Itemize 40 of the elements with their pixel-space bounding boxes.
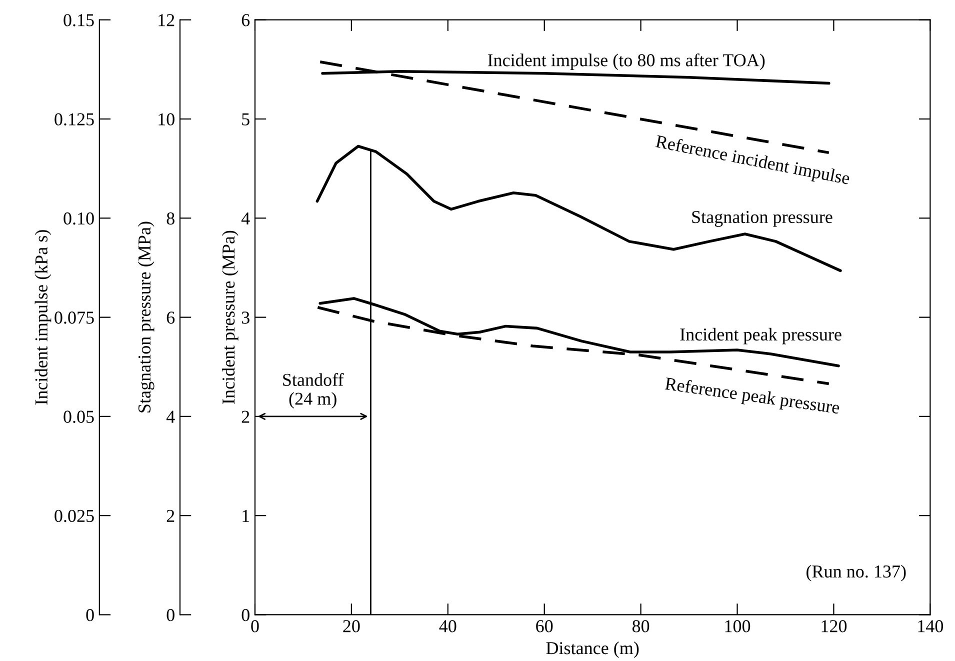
y2-tick-label: 4 [166,410,175,423]
y-tick-label: 5 [242,113,250,126]
y-tick-label: 2 [242,410,250,423]
x-tick-label: 0 [251,620,259,632]
y3-tick-label: 0.125 [54,113,94,126]
y2-tick-label: 6 [166,312,175,324]
y-axis-title: Incident pressure (MPa) [222,230,238,404]
y3-axis-title: Incident impulse (kPa s) [34,230,52,405]
x-tick-label: 100 [725,620,750,632]
series-label: Incident impulse (to 80 ms after TOA) [488,53,765,70]
y3-tick-label: 0.075 [54,312,94,324]
y-tick-label: 0 [242,608,250,622]
y-tick-label: 4 [241,212,250,224]
y2-tick-label: 8 [166,212,174,225]
x-tick-label: 140 [918,620,944,632]
y3-tick-label: 0.15 [64,14,94,26]
series-label: Stagnation pressure [692,210,832,227]
x-tick-label: 120 [822,620,847,632]
x-tick-label: 60 [536,620,553,632]
y3-tick-label: 0.025 [54,510,94,522]
text: Reference incident impulse [654,134,850,188]
y-tick-label: 3 [242,312,250,324]
ref-line-label: Standoff (24 m) [283,373,344,408]
y3-tick-label: 0.10 [64,212,94,225]
y3-tick-label: 0.05 [64,410,94,423]
y2-tick-label: 0 [166,608,174,622]
y-tick-label: 6 [242,14,250,26]
x-tick-label: 40 [439,620,456,632]
y2-tick-label: 12 [158,14,174,26]
y2-tick-label: 10 [158,113,174,126]
y2-tick-label: 2 [166,510,174,522]
annotation: (Run no. 137) [806,564,906,582]
y-tick-label: 1 [242,510,250,522]
y3-tick-label: 0 [86,608,94,622]
text: Reference peak pressure [664,376,840,418]
x-tick-label: 20 [343,620,360,632]
x-axis-title: Distance (m) [546,642,639,658]
y2-axis-title: Stagnation pressure (MPa) [138,222,154,412]
x-tick-label: 80 [632,620,650,632]
series-label: Incident peak pressure [680,328,842,344]
